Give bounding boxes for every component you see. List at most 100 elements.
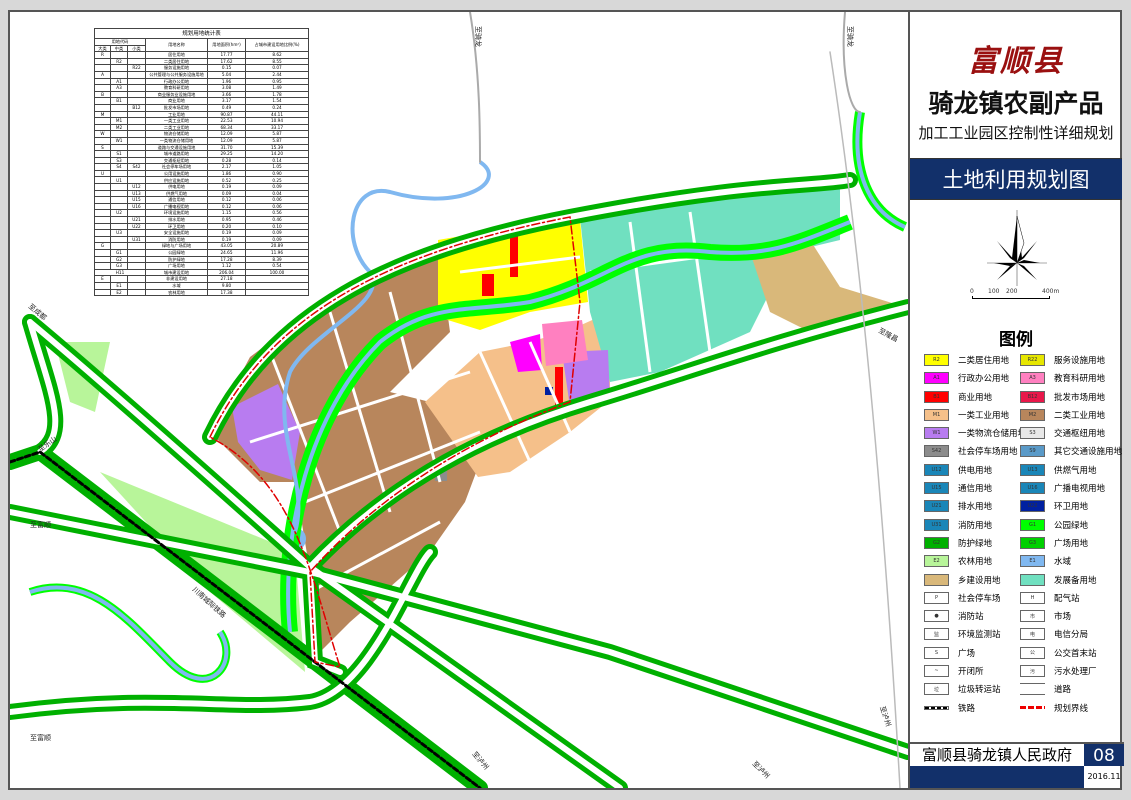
table-row: U12 供电用地 0.19 0.09 — [94, 183, 309, 191]
parcel-village — [750, 240, 905, 332]
legend-item: S 广场 — [924, 645, 1020, 661]
table-cell: 10.94 — [245, 117, 309, 125]
land-use-map: 至骑龙 至骑龙 至隆昌 至泸州 至泸州 至泸州 至成都 至乐山 至富顺 至富顺 … — [10, 12, 908, 788]
header-medium: 中类 — [110, 44, 128, 53]
legend-label: 乡建设用地 — [958, 575, 1001, 586]
table-row: G 绿地与广场用地 43.05 20.89 — [94, 242, 309, 250]
table-cell: 环境设施用地 — [145, 209, 208, 218]
table-cell: U15 — [127, 196, 146, 204]
legend-swatch-icon: W1 — [924, 427, 949, 440]
table-cell: 3.17 — [207, 97, 246, 105]
county-logo: 富顺县 — [968, 44, 1064, 79]
table-cell: 0.19 — [207, 229, 246, 237]
legend-item: 监环境监测站 — [924, 626, 1020, 642]
table-cell: 206.04 — [207, 268, 246, 277]
table-cell: 一类工业用地 — [145, 117, 208, 125]
label-west-4: 至富顺 — [30, 733, 51, 742]
legend-label: 供燃气用地 — [1054, 465, 1097, 476]
table-cell — [127, 77, 146, 86]
planning-boundary — [209, 216, 581, 668]
table-cell: 14.20 — [245, 150, 309, 158]
table-cell — [94, 64, 111, 72]
table-cell: H11 — [94, 268, 146, 277]
table-cell — [110, 235, 128, 244]
legend-label: 规划界线 — [1054, 703, 1089, 714]
table-cell: 5.87 — [245, 130, 309, 138]
legend-swatch-icon: G1 — [1020, 518, 1045, 531]
table-cell: R — [94, 51, 111, 59]
table-row: B1 商业用地 3.17 1.54 — [94, 97, 309, 105]
table-cell: E2 — [110, 288, 128, 297]
legend-swatch-icon: E2 — [924, 555, 949, 568]
legend-swatch-icon: 监 — [924, 628, 949, 641]
legend-swatch-icon — [1020, 573, 1045, 586]
table-cell: 0.54 — [245, 262, 309, 270]
table-cell: S3 — [110, 156, 128, 165]
legend-swatch-icon: ~ — [924, 665, 949, 678]
label-west-3: 至富顺 — [30, 520, 51, 529]
legend-label: 水域 — [1054, 557, 1072, 568]
table-cell — [110, 275, 128, 283]
legend-swatch-icon — [924, 705, 949, 710]
table-cell — [245, 281, 309, 290]
table-cell — [94, 196, 111, 204]
legend-item: U21 排水用地 — [924, 498, 1020, 514]
table-cell: 68.34 — [207, 123, 246, 132]
table-cell — [110, 202, 128, 211]
table-cell — [110, 242, 128, 250]
legend-item: U12 供电用地 — [924, 462, 1020, 478]
map-name: 土地利用规划图 — [910, 158, 1122, 200]
table-cell: U16 — [127, 202, 146, 211]
legend-label: 道路 — [1054, 685, 1072, 696]
legend-label: 配气站 — [1054, 593, 1080, 604]
legend-item: 垃垃圾转运站 — [924, 681, 1020, 697]
map-sheet: 至骑龙 至骑龙 至隆昌 至泸州 至泸州 至泸州 至成都 至乐山 至富顺 至富顺 … — [8, 10, 1124, 790]
table-cell — [110, 103, 128, 112]
table-cell — [94, 222, 111, 231]
legend-item: M2 二类工业用地 — [1020, 407, 1120, 423]
table-cell: 农林用地 — [145, 288, 208, 297]
legend-title: 图例 — [999, 330, 1033, 350]
table-cell — [127, 281, 146, 290]
table-cell — [127, 262, 146, 270]
legend-swatch-icon: 市 — [1020, 610, 1045, 623]
legend-item: H 配气站 — [1020, 590, 1120, 606]
table-cell: 44.11 — [245, 110, 309, 119]
legend-item: A1 行政办公用地 — [924, 370, 1020, 386]
legend-swatch-icon: U13 — [1020, 463, 1045, 476]
table-cell — [245, 275, 309, 283]
legend-item: P 社会停车场 — [924, 590, 1020, 606]
table-cell — [94, 209, 111, 218]
table-row: E1 水域 9.80 — [94, 281, 309, 290]
legend-item: 道路 — [1020, 681, 1120, 697]
table-cell: 城市建设用地 — [145, 268, 208, 277]
table-cell: M2 — [110, 123, 128, 132]
legend-item: U22 环卫用地 — [1020, 498, 1120, 514]
table-cell — [127, 117, 146, 125]
table-cell: 5.04 — [207, 70, 246, 79]
table-cell — [110, 169, 128, 178]
table-cell: 消防用地 — [145, 235, 208, 244]
legend-item: U31 消防用地 — [924, 517, 1020, 533]
table-cell — [110, 90, 128, 99]
header-area: 用地面积(hm²) — [207, 37, 246, 53]
table-cell: 批发市场用地 — [145, 103, 208, 112]
legend-item: 发展备用地 — [1020, 572, 1120, 588]
legend-item: U16 广播电视用地 — [1020, 480, 1120, 496]
legend-swatch-icon: H — [1020, 591, 1045, 604]
table-row: U21 排水用地 0.95 0.46 — [94, 216, 309, 224]
table-cell: 0.09 — [245, 235, 309, 244]
legend-item: G3 广场用地 — [1020, 535, 1120, 551]
table-cell — [94, 183, 111, 191]
legend-swatch-icon: ● — [924, 610, 949, 623]
table-cell: E — [94, 275, 111, 283]
table-cell: 0.15 — [207, 64, 246, 72]
legend-label: 社会停车场用地 — [958, 447, 1018, 458]
legend-swatch-icon: U31 — [924, 518, 949, 531]
table-cell: 广场用地 — [145, 262, 208, 270]
table-cell: 通信用地 — [145, 196, 208, 204]
table-cell — [94, 97, 111, 105]
legend-label: 教育科研用地 — [1054, 374, 1106, 385]
table-cell: 1.86 — [207, 169, 246, 178]
table-cell: 工业用地 — [145, 110, 208, 119]
